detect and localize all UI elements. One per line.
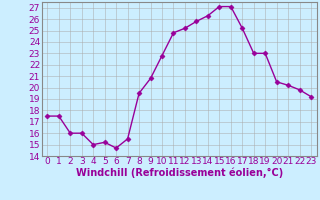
X-axis label: Windchill (Refroidissement éolien,°C): Windchill (Refroidissement éolien,°C) [76, 168, 283, 178]
